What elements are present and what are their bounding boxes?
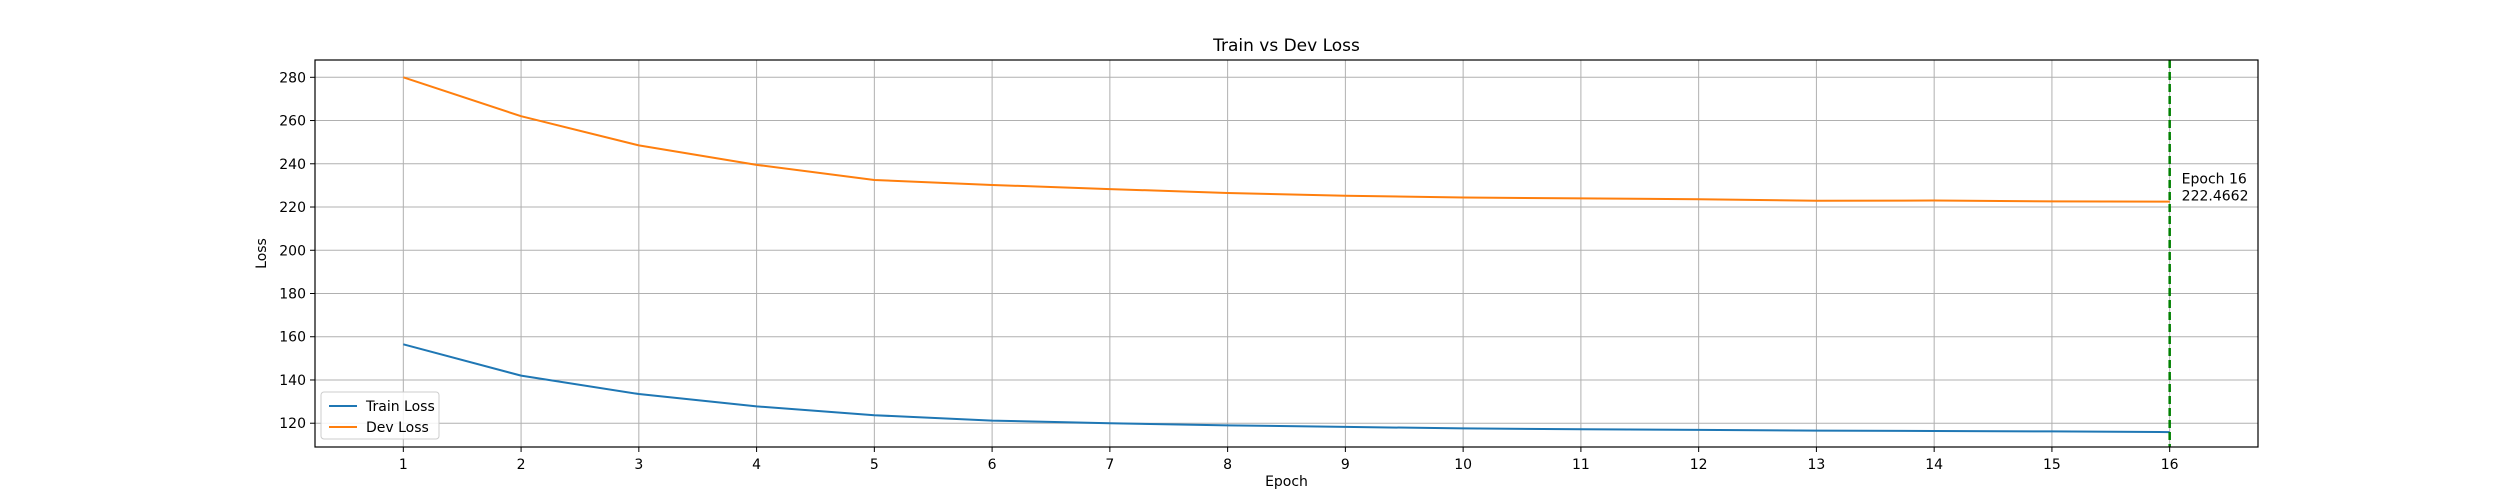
x-tick-label: 9 [1341, 457, 1350, 473]
y-tick-label: 140 [279, 373, 306, 389]
y-tick-label: 120 [279, 416, 306, 432]
x-tick-label: 2 [517, 457, 526, 473]
series-line-dev-loss [403, 76, 2170, 203]
series-line-train-loss [403, 343, 2170, 434]
x-tick-label: 16 [2161, 457, 2179, 473]
annotation: Epoch 16 222.4662 [2182, 172, 2249, 205]
y-tick-label: 260 [279, 114, 306, 130]
y-tick-label: 220 [279, 200, 306, 216]
x-tick-label: 12 [1690, 457, 1708, 473]
x-tick-label: 1 [399, 457, 408, 473]
x-axis-label: Epoch [1265, 474, 1308, 490]
x-tick-label: 11 [1572, 457, 1590, 473]
annotation-line-2: 222.4662 [2182, 189, 2249, 205]
x-tick-label: 10 [1454, 457, 1472, 473]
chart-title: Train vs Dev Loss [1212, 36, 1360, 56]
x-tick-label: 4 [752, 457, 761, 473]
legend-label: Dev Loss [366, 420, 429, 436]
x-tick-label: 3 [634, 457, 643, 473]
series-layer [403, 76, 2170, 434]
plot-frame [314, 59, 2259, 448]
x-tick-label: 5 [870, 457, 879, 473]
y-tick-label: 160 [279, 330, 306, 346]
x-tick-label: 6 [988, 457, 997, 473]
y-tick-label: 180 [279, 286, 306, 302]
legend: Train Loss Dev Loss [320, 391, 440, 440]
y-tick-label: 200 [279, 243, 306, 259]
y-tick-label: 240 [279, 157, 306, 173]
x-tick-label: 14 [1925, 457, 1943, 473]
x-tick-label: 15 [2043, 457, 2061, 473]
x-tick-label: 13 [1807, 457, 1825, 473]
y-axis: 120 140 160 180 200 220 240 260 280 [279, 70, 315, 432]
y-tick-label: 280 [279, 70, 306, 86]
legend-label: Train Loss [365, 399, 435, 415]
annotation-line-1: Epoch 16 [2182, 172, 2247, 188]
x-tick-label: 8 [1223, 457, 1232, 473]
y-axis-label: Loss [254, 238, 270, 269]
x-axis: 1 2 3 4 5 6 7 8 9 10 11 12 13 14 15 16 [399, 447, 2179, 473]
x-tick-label: 7 [1105, 457, 1114, 473]
grid [315, 60, 2258, 447]
